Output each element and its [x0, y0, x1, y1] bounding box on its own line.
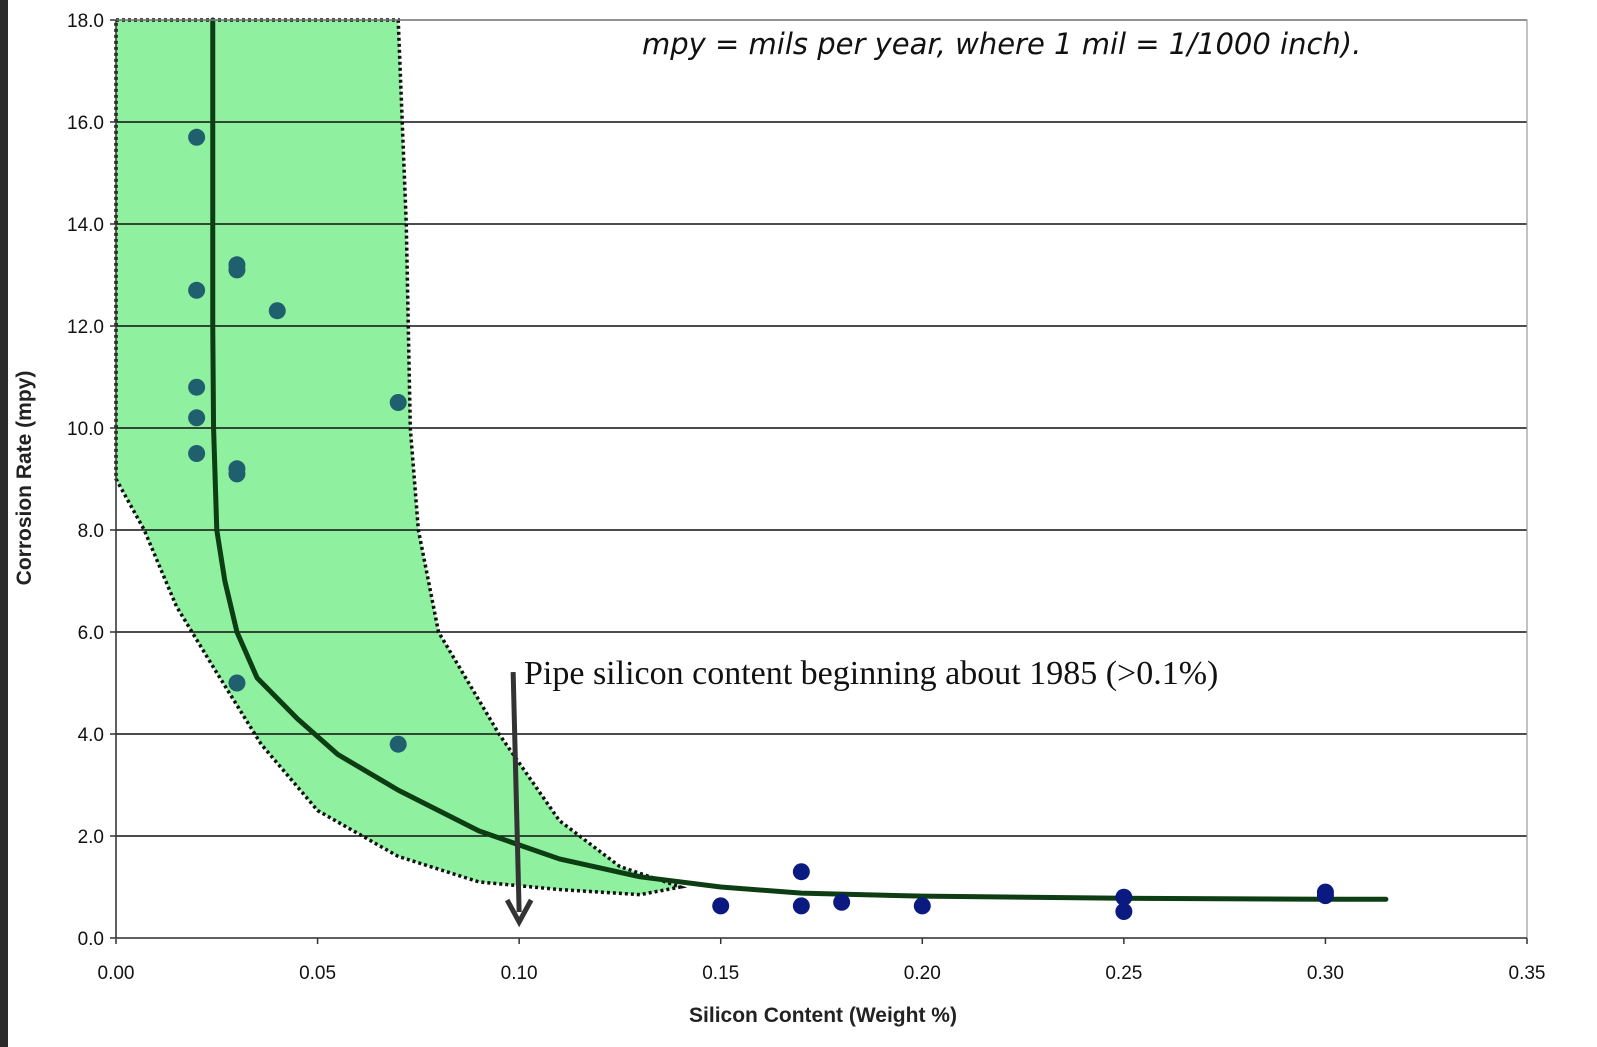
annotation-group	[504, 671, 534, 928]
data-point-s0-9	[228, 674, 246, 692]
y-tick-label-4: 8.0	[78, 521, 104, 542]
data-points	[188, 128, 1334, 920]
x-tick-label-7: 0.35	[1509, 963, 1546, 984]
data-point-s1-8	[1316, 887, 1334, 905]
data-point-s0-11	[389, 394, 407, 411]
x-tick-label-1: 0.05	[299, 963, 336, 984]
trend-line-group	[210, 17, 1389, 902]
data-point-s1-2	[792, 897, 810, 915]
data-point-s0-12	[389, 735, 407, 753]
y-tick-label-0: 0.0	[78, 929, 104, 950]
x-tick-label-6: 0.30	[1307, 963, 1344, 984]
units-note: mpy = mils per year, where 1 mil = 1/100…	[642, 27, 1361, 61]
y-tick-label-9: 18.0	[67, 11, 104, 32]
y-tick-label-7: 14.0	[67, 215, 104, 236]
annotation-arrow-head	[504, 898, 534, 928]
data-point-s0-4	[188, 445, 206, 462]
x-tick-label-3: 0.15	[702, 963, 739, 984]
axes: 0.0 2.0 4.0 6.0 8.0 10.0 12.0 14.0 16.0 18.0 0.00 0…	[67, 11, 1545, 984]
y-tick-label-3: 6.0	[78, 623, 104, 644]
chart-frame: 0.0 2.0 4.0 6.0 8.0 10.0 12.0 14.0 16.0 18.0 0.00 0…	[8, 0, 1597, 1047]
x-tick-label-4: 0.20	[904, 963, 941, 984]
y-tick-label-1: 2.0	[78, 827, 104, 848]
annotation-arrow-shaft	[510, 671, 522, 913]
data-point-s1-3	[833, 893, 851, 911]
data-point-s0-0	[188, 128, 206, 146]
data-point-s1-1	[792, 863, 810, 881]
data-point-s0-10	[268, 302, 286, 320]
y-tick-label-6: 12.0	[67, 317, 104, 338]
data-point-s0-8	[228, 465, 246, 483]
trend-line	[210, 17, 1389, 902]
data-point-s0-2	[188, 378, 206, 396]
x-tick-label-5: 0.25	[1105, 963, 1142, 984]
annotation-text: Pipe silicon content beginning about 198…	[524, 655, 1218, 692]
x-axis-title: Silicon Content (Weight %)	[689, 1004, 957, 1027]
y-axis-title: Corrosion Rate (mpy)	[13, 371, 36, 586]
data-point-s1-4	[913, 897, 931, 915]
y-tick-label-5: 10.0	[67, 419, 104, 440]
corrosion-scatter-chart: 0.0 2.0 4.0 6.0 8.0 10.0 12.0 14.0 16.0 18.0 0.00 0…	[13, 11, 1545, 1027]
data-point-s1-6	[1115, 902, 1133, 920]
data-point-s0-3	[188, 409, 206, 427]
data-point-s0-6	[228, 261, 246, 279]
data-point-s1-5	[1115, 888, 1133, 906]
x-tick-label-0: 0.00	[98, 963, 135, 984]
y-tick-label-8: 16.0	[67, 113, 104, 134]
y-tick-label-2: 4.0	[78, 725, 104, 746]
x-tick-label-2: 0.10	[501, 963, 538, 984]
data-point-s1-0	[712, 897, 730, 915]
data-point-s0-1	[188, 281, 206, 299]
